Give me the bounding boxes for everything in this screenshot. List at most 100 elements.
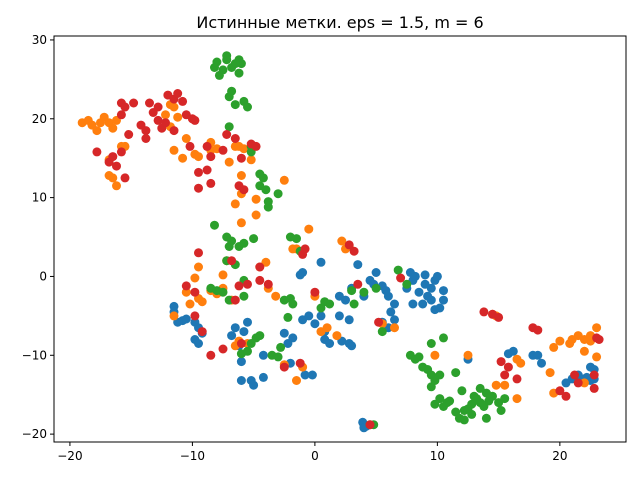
point-s0-78 [508,346,518,356]
point-s2-24 [263,202,273,212]
point-s1-82 [516,358,526,368]
plot-frame [53,35,627,443]
point-s0-38 [344,315,354,325]
point-s3-27 [190,115,200,125]
point-s3-36 [222,130,232,139]
y-axis: −20 −10 0 10 20 30 [22,33,54,441]
point-s3-78 [570,370,580,380]
point-s1-75 [430,350,440,360]
point-s3-54 [243,279,252,289]
point-s1-83 [512,394,522,404]
point-s3-67 [396,273,406,283]
point-s3-40 [239,185,249,195]
point-s0-61 [414,287,424,297]
point-s1-46 [197,297,207,307]
point-s3-29 [194,167,203,177]
point-s3-12 [141,126,151,136]
point-s3-76 [555,386,565,396]
point-s3-84 [494,312,504,322]
point-s0-3 [181,314,191,324]
point-s3-61 [300,244,310,254]
point-s0-43 [341,295,350,305]
point-s3-59 [295,358,305,368]
point-s1-86 [549,342,559,352]
point-s1-41 [190,273,200,283]
point-s3-72 [500,370,510,380]
point-s1-70 [337,236,347,246]
point-s3-32 [206,178,216,188]
point-s3-71 [503,362,513,372]
point-s1-36 [251,194,261,204]
point-s2-5 [222,51,232,61]
point-s1-18 [173,112,183,122]
point-s1-44 [185,299,195,309]
point-s2-80 [435,394,445,404]
point-s1-3 [92,126,102,136]
point-s0-25 [300,370,310,380]
point-s3-85 [365,420,375,430]
point-s0-81 [537,358,546,368]
y-tick-label: −10 [22,348,47,362]
point-s2-61 [359,287,369,297]
point-s2-104 [475,383,485,393]
point-s3-37 [230,134,240,143]
point-s2-96 [488,391,497,401]
point-s2-102 [467,409,477,419]
point-s1-50 [218,270,228,280]
point-s1-74 [390,323,399,333]
point-s0-23 [283,339,293,348]
point-s0-62 [418,299,428,309]
point-s3-30 [194,183,203,193]
point-s3-63 [344,240,354,250]
point-s1-39 [251,210,261,220]
point-s2-70 [414,352,424,362]
point-s3-81 [589,383,599,393]
x-tick-label: −10 [180,449,205,463]
point-s3-4 [116,147,126,157]
point-s3-42 [251,141,261,151]
point-s3-0 [92,147,102,157]
point-s2-66 [393,265,403,275]
point-s2-47 [273,352,283,362]
point-s3-8 [116,110,126,120]
point-s0-48 [371,268,381,277]
point-s3-22 [173,89,183,98]
point-s0-10 [230,323,240,333]
point-s1-20 [169,145,179,155]
point-s0-29 [310,319,320,329]
point-s0-67 [426,283,436,293]
y-tick-label: 0 [39,269,47,283]
point-s2-18 [224,122,234,132]
point-s0-21 [279,328,289,338]
points-layer [77,51,604,433]
x-tick-label: 20 [552,449,567,463]
point-s1-35 [230,199,240,209]
point-s1-97 [579,378,589,388]
y-tick-label: 30 [32,33,47,47]
point-s3-52 [230,295,240,305]
point-s1-14 [112,181,121,191]
point-s3-75 [533,325,543,335]
point-s2-44 [236,349,246,359]
point-s0-45 [353,260,363,270]
point-s3-9 [124,130,134,139]
point-s1-22 [181,134,191,143]
point-s3-48 [206,350,216,360]
point-s2-49 [283,312,293,322]
point-s0-71 [432,271,442,281]
point-s1-63 [292,376,301,385]
point-s2-3 [218,65,228,75]
point-s1-17 [169,102,179,112]
point-s0-11 [227,331,237,341]
y-tick-label: 20 [32,112,47,126]
x-tick-label: 10 [430,449,445,463]
point-s2-59 [347,286,357,296]
point-s2-58 [325,299,335,309]
point-s3-70 [496,357,506,367]
point-s3-3 [112,161,121,171]
point-s3-58 [279,362,289,372]
point-s3-13 [141,134,151,143]
point-s3-35 [218,145,228,155]
point-s0-20 [258,350,268,360]
point-s2-37 [218,287,228,297]
